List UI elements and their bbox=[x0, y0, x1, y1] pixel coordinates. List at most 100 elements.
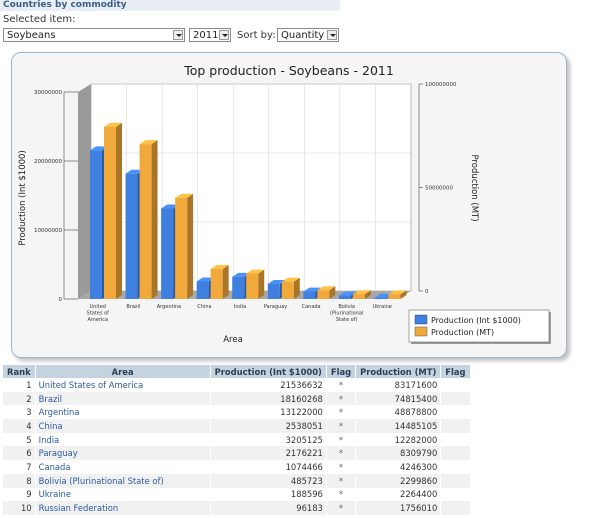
table-row: 1 United States of America 21536632 * 831716… bbox=[3, 378, 471, 392]
bar-int bbox=[267, 283, 280, 299]
sort-select[interactable]: Quantity bbox=[277, 28, 339, 42]
chart-side-wall bbox=[78, 84, 91, 299]
chart-title: Top production - Soybeans - 2011 bbox=[183, 63, 394, 78]
area-link[interactable]: Canada bbox=[35, 460, 211, 474]
flag-cell: * bbox=[326, 473, 357, 488]
area-link[interactable]: Bolivia (Plurinational State of) bbox=[35, 473, 211, 488]
bar-int-top bbox=[125, 169, 144, 174]
flag-cell: * bbox=[326, 419, 357, 433]
x-tick-label: Ukraine bbox=[373, 304, 392, 310]
bar-int bbox=[374, 297, 387, 299]
flag-cell bbox=[440, 460, 471, 474]
area-link[interactable]: China bbox=[35, 419, 211, 433]
table-row: 5 India 3205125 * 12282000 bbox=[3, 432, 471, 447]
flag-cell: * bbox=[326, 446, 357, 461]
y-left-tick-label: 0 bbox=[59, 297, 63, 303]
chevron-down-icon[interactable] bbox=[327, 30, 337, 40]
flag-cell: * bbox=[326, 405, 357, 420]
bar-mt-side bbox=[116, 122, 122, 300]
header-rank: Rank bbox=[3, 365, 36, 378]
production-mt-cell: 48878800 bbox=[355, 405, 442, 420]
production-int-cell: 2176221 bbox=[210, 446, 327, 461]
chevron-down-icon[interactable] bbox=[173, 30, 183, 40]
bar-mt-side bbox=[258, 269, 265, 299]
bar-int bbox=[125, 173, 138, 299]
rank-cell: 4 bbox=[3, 419, 36, 433]
table-row: 2 Brazil 18160268 * 74815400 bbox=[3, 391, 471, 406]
header-production-int: Production (Int $1000) bbox=[210, 365, 327, 378]
production-table: Rank Area Production (Int $1000) Flag Pr… bbox=[3, 365, 471, 515]
bar-int-top bbox=[338, 291, 357, 296]
x-tick-label: Paraguay bbox=[264, 304, 287, 310]
bar-mt bbox=[317, 290, 330, 299]
bar-mt-side bbox=[222, 265, 229, 299]
bar-int-top bbox=[196, 277, 215, 282]
chevron-down-icon[interactable] bbox=[219, 30, 229, 40]
area-link[interactable]: Paraguay bbox=[35, 446, 211, 461]
flag-cell: * bbox=[326, 378, 357, 392]
table-row: 10 Russian Federation 96183 * 1756010 bbox=[3, 501, 471, 515]
y-right-tick-label: 0 bbox=[425, 289, 429, 295]
bar-mt-top bbox=[388, 290, 407, 295]
bar-mt-top bbox=[246, 269, 265, 274]
bar-int bbox=[232, 276, 245, 299]
production-int-cell: 188596 bbox=[210, 487, 327, 502]
bar-mt bbox=[139, 144, 152, 299]
production-int-cell: 96183 bbox=[210, 501, 327, 515]
header-production-mt: Production (MT) bbox=[355, 365, 442, 378]
area-link[interactable]: Argentina bbox=[35, 405, 211, 420]
production-int-cell: 13122000 bbox=[210, 405, 327, 420]
rank-cell: 7 bbox=[3, 460, 36, 474]
legend-swatch bbox=[414, 326, 428, 337]
rank-cell: 5 bbox=[3, 432, 36, 447]
production-int-cell: 2538051 bbox=[210, 419, 327, 433]
flag-cell: * bbox=[326, 487, 357, 502]
flag-cell bbox=[440, 378, 471, 392]
bar-mt-side bbox=[293, 277, 300, 299]
x-tick-label: States of bbox=[87, 311, 109, 317]
bar-mt-side bbox=[400, 290, 407, 299]
area-link[interactable]: United States of America bbox=[35, 378, 211, 392]
x-axis-title: Area bbox=[223, 335, 243, 345]
bar-int-top bbox=[161, 204, 180, 209]
bar-mt-side bbox=[187, 193, 194, 299]
bar-mt-top bbox=[317, 286, 336, 291]
flag-cell bbox=[440, 432, 471, 447]
table-row: 6 Paraguay 2176221 * 8309790 bbox=[3, 446, 471, 461]
table-row: 9 Ukraine 188596 * 2264400 bbox=[3, 487, 471, 502]
y-left-tick-label: 10000000 bbox=[34, 228, 62, 234]
legend-label: Production (Int $1000) bbox=[431, 316, 521, 325]
x-tick-label: State of) bbox=[336, 317, 358, 323]
area-link[interactable]: Ukraine bbox=[35, 487, 211, 502]
bar-mt-top bbox=[281, 277, 300, 282]
bar-mt bbox=[104, 126, 116, 300]
year-select[interactable]: 2011 bbox=[189, 28, 231, 42]
area-link[interactable]: India bbox=[35, 432, 211, 447]
area-link[interactable]: Brazil bbox=[35, 391, 211, 406]
bar-int bbox=[303, 291, 316, 299]
table-row: 3 Argentina 13122000 * 48878800 bbox=[3, 405, 471, 420]
production-mt-cell: 8309790 bbox=[355, 446, 442, 461]
production-chart: Top production - Soybeans - 2011 0 1000000… bbox=[18, 63, 551, 345]
commodity-select-value: Soybeans bbox=[7, 30, 56, 41]
bar-mt bbox=[388, 294, 401, 299]
rank-cell: 10 bbox=[3, 501, 36, 515]
x-tick-label: India bbox=[234, 304, 246, 310]
x-tick-label: (Plurinational bbox=[330, 311, 363, 317]
year-select-value: 2011 bbox=[193, 30, 219, 41]
x-tick-label: Brazil bbox=[126, 304, 140, 310]
commodity-select[interactable]: Soybeans bbox=[3, 28, 185, 42]
x-tick-label: United bbox=[90, 304, 106, 310]
bar-int-top bbox=[267, 279, 286, 284]
area-link[interactable]: Russian Federation bbox=[35, 501, 211, 515]
production-mt-cell: 1756010 bbox=[355, 501, 442, 515]
y-left-tick-label: 30000000 bbox=[34, 90, 62, 96]
bar-int bbox=[90, 150, 102, 299]
flag-cell bbox=[440, 473, 471, 488]
flag-cell bbox=[440, 419, 471, 433]
table-row: 7 Canada 1074466 * 4246300 bbox=[3, 460, 471, 474]
sort-select-value: Quantity bbox=[281, 30, 325, 41]
bar-mt bbox=[246, 273, 259, 299]
bar-int-top bbox=[303, 287, 322, 292]
production-mt-cell: 4246300 bbox=[355, 460, 442, 474]
